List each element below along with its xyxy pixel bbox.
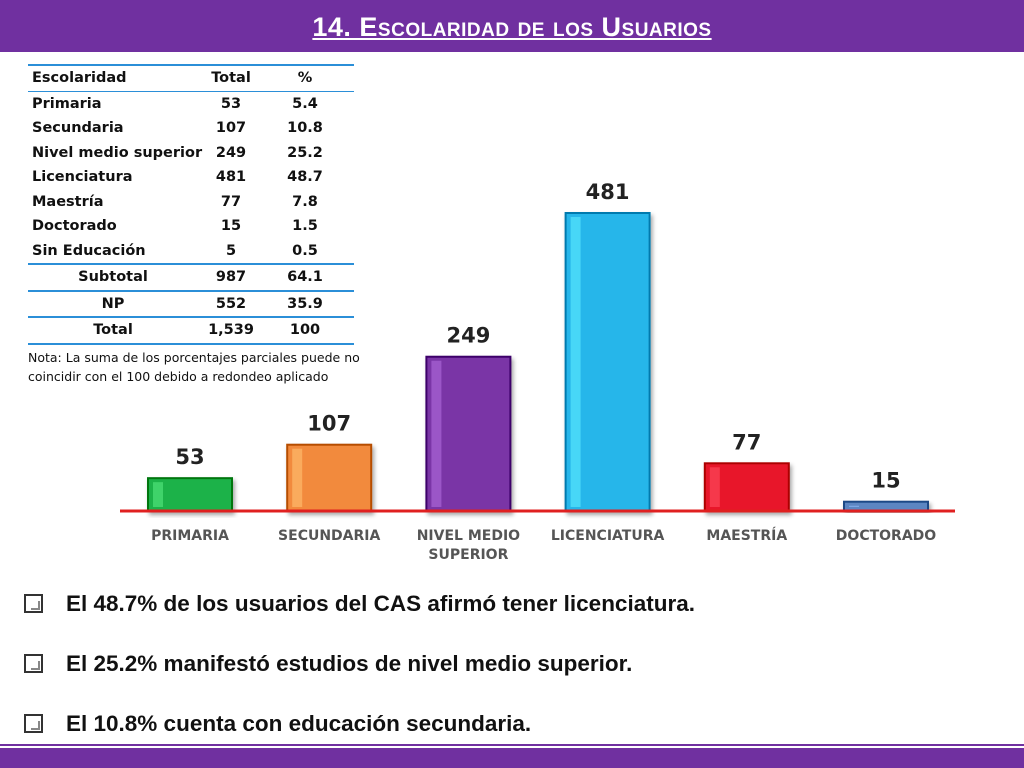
page-title: 14. Escolaridad de los Usuarios — [312, 12, 712, 42]
table-cell: 5.4 — [292, 95, 318, 112]
footer-bar — [0, 748, 1024, 768]
table-note: Nota: La suma de los porcentajes parcial… — [28, 350, 360, 384]
table-cell: 987 — [215, 269, 247, 285]
table-header-cell: Escolaridad — [32, 70, 127, 86]
table-cell: Maestría — [32, 193, 104, 210]
table-cell: 35.9 — [287, 295, 323, 312]
title-bar: 14. Escolaridad de los Usuarios — [0, 0, 1024, 52]
key-findings: El 48.7% de los usuarios del CAS afirmó … — [24, 586, 1014, 766]
table-row: Licenciatura 481 48.7 — [28, 165, 354, 190]
table-cell: 77 — [220, 193, 242, 210]
x-tick-label: PRIMARIA — [151, 528, 229, 544]
bar-highlight — [709, 467, 720, 507]
table-cell: 64.1 — [287, 269, 323, 285]
table-cell: 7.8 — [292, 193, 318, 210]
x-tick-label: MAESTRÍA — [706, 527, 787, 544]
table-cell: NP — [101, 295, 125, 312]
table-cell: Licenciatura — [32, 169, 133, 185]
bullet-item: El 10.8% cuenta con educación secundaria… — [24, 706, 1014, 766]
bar-highlight — [849, 505, 859, 507]
table-cell: Total — [93, 322, 133, 338]
table-cell: Doctorado — [32, 218, 117, 234]
x-tick-label: DOCTORADO — [836, 528, 936, 544]
bullet-item: El 48.7% de los usuarios del CAS afirmó … — [24, 586, 1014, 646]
table-row: Nivel medio superior 249 25.2 — [28, 141, 354, 166]
bar-chart: 53 PRIMARIA 107 SECUNDARIA 249 NIVEL MEDIO SUP… — [120, 180, 955, 563]
table-cell: 1,539 — [208, 322, 254, 338]
table-np-row: NP 552 35.9 — [28, 292, 354, 317]
x-tick-label: SUPERIOR — [428, 547, 508, 563]
bar-value-label: 77 — [732, 430, 761, 454]
table-cell: Sin Educación — [32, 242, 146, 259]
table-cell: 5 — [225, 242, 237, 259]
square-bullet-icon — [24, 654, 43, 673]
table-header-cell: % — [297, 70, 313, 86]
table-row: Maestría 77 7.8 — [28, 190, 354, 215]
table-cell: 249 — [215, 144, 247, 161]
table-cell: 481 — [215, 169, 247, 185]
bar-value-label: 107 — [307, 412, 351, 436]
table-cell: Primaria — [32, 95, 102, 112]
bar-value-label: 481 — [586, 180, 630, 204]
table-row: Sin Educación 5 0.5 — [28, 239, 354, 264]
x-tick-label: NIVEL MEDIO — [417, 528, 520, 544]
x-tick-label: LICENCIATURA — [551, 528, 665, 544]
table-cell: 107 — [215, 120, 247, 136]
table-cell: Nivel medio superior — [32, 144, 203, 161]
footer-rule — [0, 744, 1024, 746]
table-cell: 48.7 — [287, 169, 323, 185]
table-cell: 15 — [220, 218, 242, 234]
table-cell: 0.5 — [292, 242, 318, 259]
table-cell: Secundaria — [32, 120, 124, 136]
table-cell: 100 — [289, 322, 321, 338]
table-header-cell: Total — [211, 70, 251, 86]
bar-value-label: 53 — [175, 445, 204, 469]
table-cell: 1.5 — [292, 218, 318, 234]
table-cell: 53 — [220, 95, 242, 112]
table-header-row: Escolaridad Total % — [28, 66, 354, 91]
bar-highlight — [153, 482, 163, 507]
bullet-text: El 48.7% de los usuarios del CAS afirmó … — [66, 591, 695, 616]
table-cell: 25.2 — [287, 144, 323, 161]
table-subtotal-row: Subtotal 987 64.1 — [28, 265, 354, 290]
square-bullet-icon — [24, 594, 43, 613]
table-total-row: Total 1,539 100 — [28, 318, 354, 343]
schooling-table: Escolaridad Total % Primaria 53 5.4 Secu… — [28, 64, 354, 345]
bar-highlight — [570, 217, 581, 507]
table-cell: 552 — [215, 295, 247, 312]
table-row: Doctorado 15 1.5 — [28, 214, 354, 239]
bullet-text: El 25.2% manifestó estudios de nivel med… — [66, 651, 633, 676]
table-cell: Subtotal — [78, 269, 148, 285]
bar-highlight — [431, 360, 442, 507]
bar-value-label: 15 — [871, 469, 900, 493]
table-cell: 10.8 — [287, 120, 323, 136]
table-row: Primaria 53 5.4 — [28, 92, 354, 117]
bullet-text: El 10.8% cuenta con educación secundaria… — [66, 711, 532, 736]
bar-highlight — [292, 448, 303, 507]
bar-value-label: 249 — [446, 324, 490, 348]
square-bullet-icon — [24, 714, 43, 733]
bullet-item: El 25.2% manifestó estudios de nivel med… — [24, 646, 1014, 706]
table-row: Secundaria 107 10.8 — [28, 116, 354, 141]
x-tick-label: SECUNDARIA — [278, 528, 380, 544]
